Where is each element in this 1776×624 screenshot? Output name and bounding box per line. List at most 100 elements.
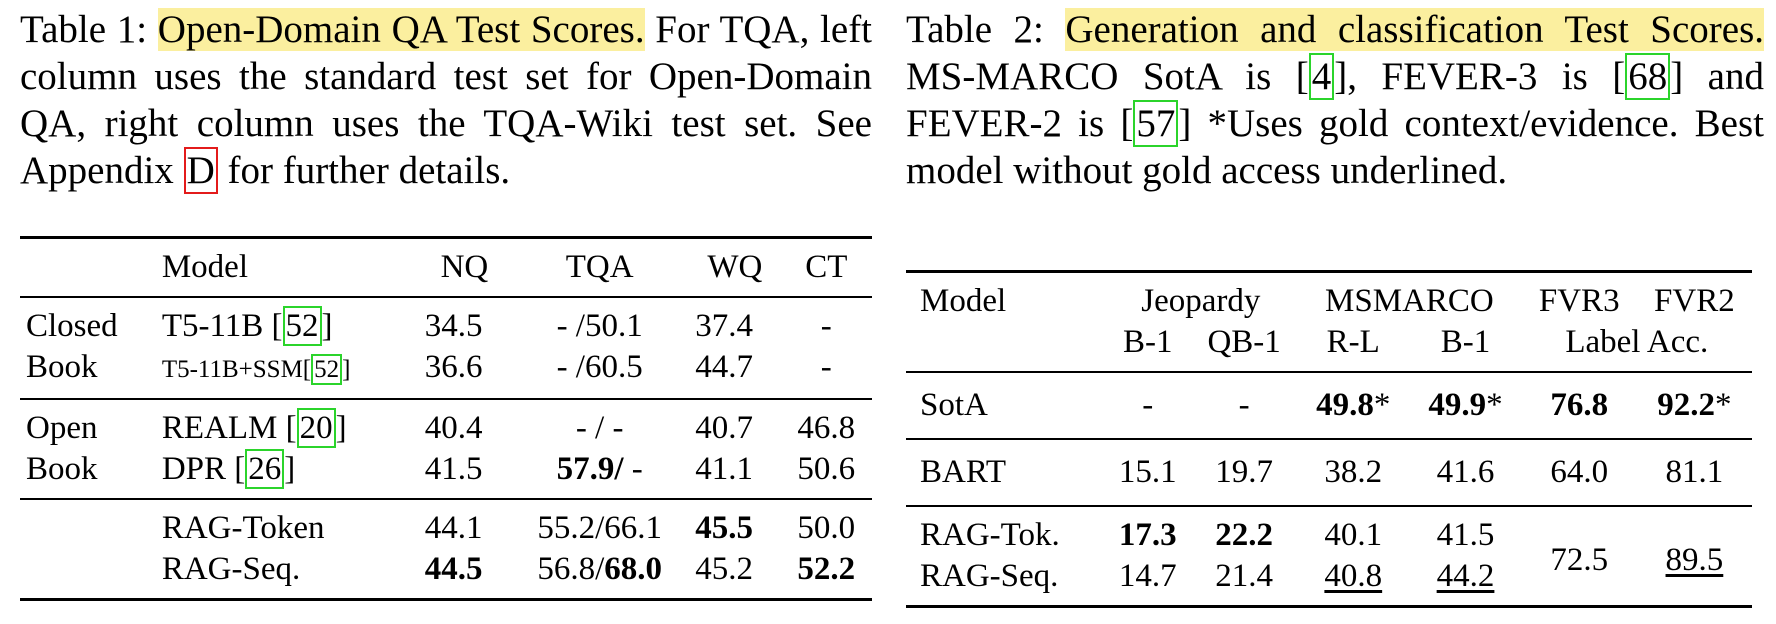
table1: Model NQ TQA WQ CT Closed Book T5-11B [52] 34.5-…: [20, 236, 872, 601]
header-cell: Model: [906, 272, 1104, 373]
score: 44.5: [419, 549, 510, 600]
header-row: Model NQ TQA WQ CT: [20, 238, 872, 298]
score: 36.6: [419, 347, 510, 399]
text: 40.4: [424, 410, 483, 446]
group-label-line: Open: [26, 408, 150, 449]
score: 72.5: [1521, 505, 1637, 607]
text-group: T5-11B+SSM[52]: [162, 349, 351, 385]
text: MS-MARCO SotA is [: [906, 55, 1309, 98]
text: 49.9: [1428, 387, 1487, 423]
model-name: DPR [26]: [156, 449, 419, 499]
text: 64.0: [1550, 454, 1609, 490]
text: *: [1715, 387, 1732, 423]
text-group: 49.8*: [1316, 387, 1390, 423]
text: QB-1: [1207, 324, 1281, 360]
text: 41.5: [424, 451, 483, 487]
table-row: RAG-Seq. 44.5 56.8/68.0 45.2 52.2: [20, 549, 872, 600]
header-cell: MSMARCO: [1297, 272, 1522, 323]
score: 21.4: [1191, 556, 1297, 607]
text: Model: [920, 283, 1007, 319]
score: 49.8*: [1297, 371, 1410, 439]
score: 45.2: [689, 549, 780, 600]
text-group: 57.9/ -: [557, 451, 643, 487]
model-name: RAG-Seq.: [906, 556, 1104, 607]
text: CT: [805, 249, 848, 285]
text: Book: [26, 349, 98, 385]
table-row: Closed Book T5-11B [52] 34.5- /50.1 37.4-: [20, 296, 872, 399]
table-row: RAG-Tok. 17.3 22.2 40.1 41.5 72.5 89.5: [906, 505, 1752, 607]
text: ]: [335, 410, 347, 446]
score: 15.1: [1104, 438, 1192, 506]
text: 44.2: [1436, 558, 1495, 594]
reference: D: [183, 147, 218, 194]
text: 76.8: [1550, 387, 1609, 423]
text: - / -: [575, 410, 624, 446]
text-group: 56.8/68.0: [537, 551, 662, 587]
text: Table 1:: [20, 8, 158, 51]
reference: 52: [311, 354, 343, 385]
score: -: [1191, 371, 1298, 439]
text: -: [623, 451, 643, 487]
text: DPR [: [161, 451, 246, 487]
text: -: [820, 308, 832, 344]
text: Book: [26, 451, 98, 487]
header-cell: NQ: [419, 238, 510, 298]
text: Label Acc.: [1565, 324, 1709, 360]
text: RAG-Tok.: [920, 517, 1060, 553]
model-name: T5-11B [52]: [155, 296, 419, 347]
score: 64.0: [1521, 438, 1637, 506]
empty-cell: [20, 238, 156, 298]
text: RAG-Seq.: [161, 551, 301, 587]
table-row: Open Book REALM [20] 40.4 - / - 40.7 46.8: [20, 398, 872, 499]
text: RAG-Seq.: [920, 558, 1059, 594]
header-cell: B-1: [1409, 322, 1521, 372]
text: ]: [284, 451, 296, 487]
text: 72.5: [1550, 541, 1609, 578]
score: 49.9*: [1409, 371, 1522, 439]
text: 41.6: [1436, 454, 1495, 490]
text-group: 92.2*: [1657, 387, 1731, 423]
score: 40.7: [689, 398, 781, 449]
text: ] and FEVER-2 is [: [906, 55, 1764, 145]
text: 44.7: [695, 349, 753, 385]
header-cell: B-1: [1104, 322, 1191, 372]
text: 57.9/: [556, 451, 624, 487]
text: Model: [161, 249, 248, 285]
text: 41.1: [695, 451, 753, 487]
text: NQ: [440, 249, 489, 285]
table-row: BART 15.1 19.7 38.2 41.6 64.0 81.1: [906, 438, 1752, 506]
text: TQA: [565, 249, 634, 285]
text-group: RAG-Seq.: [162, 551, 300, 587]
score: 57.9/ -: [510, 449, 689, 499]
text: ]: [342, 356, 351, 383]
group-label-line: Book: [26, 449, 150, 490]
model-name: RAG-Seq.: [156, 549, 419, 600]
table-row: RAG-Seq. 14.7 21.4 40.8 44.2: [906, 556, 1752, 607]
score: 40.4: [418, 398, 511, 449]
text: 44.1: [424, 510, 483, 546]
score: -: [780, 296, 872, 347]
header-cell: TQA: [510, 238, 689, 298]
text: Open: [26, 410, 98, 446]
text: SotA: [920, 387, 988, 423]
score: 56.8/68.0: [510, 549, 689, 600]
model-name: BART: [906, 438, 1105, 506]
group-label: [20, 498, 156, 600]
header-cell: R-L: [1297, 322, 1409, 372]
text: 19.7: [1215, 454, 1273, 490]
table-row: RAG-Token 44.1 55.2/66.1 45.5 50.0: [20, 498, 872, 600]
score: - / -: [510, 398, 690, 449]
text: ] *Uses gold context/evidence. Best mode…: [906, 102, 1764, 192]
score: 52.2: [781, 549, 872, 600]
score: - /60.5: [510, 347, 689, 399]
text: 40.8: [1324, 558, 1383, 594]
group-label-line: Closed: [26, 306, 150, 347]
text: 15.1: [1118, 454, 1177, 490]
header-cell: QB-1: [1191, 322, 1297, 372]
header-cell: FVR3: [1522, 272, 1637, 323]
score: 38.2: [1297, 438, 1410, 506]
text: 45.2: [695, 551, 753, 587]
reference: 4: [1308, 53, 1335, 100]
score: 41.5: [1409, 505, 1522, 556]
text: ], FEVER-3 is [: [1334, 55, 1626, 98]
